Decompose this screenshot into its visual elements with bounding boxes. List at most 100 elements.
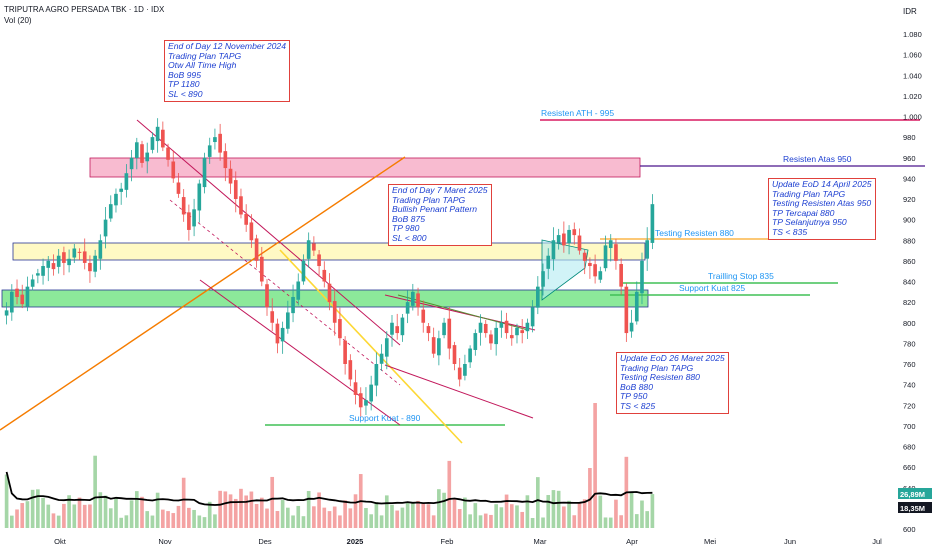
candle-body [535,286,540,308]
currency-label: IDR [903,7,917,16]
volume-bar [239,488,243,528]
candle-body [494,327,498,345]
candle-body [468,348,472,363]
candle-body [447,318,452,349]
volume-bar [56,515,61,528]
price-tick-label: 700 [903,422,916,431]
note-mar-2025: End of Day 7 Maret 2025 Trading Plan TAPG… [388,184,492,246]
downtrend-channel-top [136,119,401,346]
candle-body [72,248,77,258]
time-tick-label: Okt [54,537,67,546]
time-tick-label: Jun [784,537,796,546]
candle-body [416,293,420,308]
volume-bar [30,489,35,528]
candle-body [457,367,462,380]
volume-bar [77,497,82,528]
volume-bar [343,500,347,528]
candle-body [489,334,493,344]
volume-bars [4,403,655,528]
volume-bar [400,507,405,528]
candle-body [437,338,441,356]
volume-last-badge [898,488,932,499]
time-tick-label: Jul [872,537,882,546]
volume-bar [572,515,577,528]
candle-body [244,214,248,225]
volume-bar [88,504,92,528]
candle-body [353,382,358,395]
volume-bar [187,507,191,528]
resistance-zone-pink [89,157,641,178]
candle-body [473,333,478,350]
volume-bar [593,403,597,528]
support-kuat-890-label: Support Kuat - 890 [349,413,421,423]
volume-bar [181,477,186,528]
volume-bar [15,509,19,528]
candle-body [608,240,613,249]
candle-body [223,151,228,169]
chart-title: TRIPUTRA AGRO PERSADA TBK · 1D · IDX [4,5,165,14]
volume-bar [379,515,384,528]
candle-body [343,340,347,364]
time-tick-label: Mar [534,537,547,546]
candle-body [36,273,40,276]
yellow-trend-line [279,249,463,444]
volume-bar [515,505,519,528]
volume-bar [426,504,431,528]
volume-bar [98,492,103,528]
candle-body [15,288,19,297]
candle-body [171,161,176,179]
candle-body [197,183,202,211]
volume-bar [489,514,493,528]
candle-body [499,322,504,328]
price-tick-label: 660 [903,463,916,472]
candle-body [411,291,415,306]
price-tick-label: 920 [903,195,916,204]
candle-body [56,255,61,267]
volume-bar [140,496,144,528]
candle-body [88,262,92,272]
volume-bar [145,511,150,528]
candle-body [624,286,629,334]
volume-bar [202,517,207,528]
volume-bar [437,489,441,528]
price-tick-label: 980 [903,133,916,142]
volume-bar [384,495,389,528]
candle-body [379,353,384,364]
candle-body [384,338,389,357]
price-tick-label: 880 [903,236,916,245]
volume-ma-value: 18,35M [900,504,925,513]
candle-body [41,266,45,276]
candle-body [275,323,280,344]
volume-bar [338,515,342,528]
candle-body [358,393,363,408]
candle-body [280,327,285,342]
price-tick-label: 820 [903,298,916,307]
volume-bar [129,500,134,528]
volume-bar [9,515,14,528]
volume-bar [46,504,51,528]
volume-bar [603,517,608,528]
volume-bar [535,477,540,528]
candle-body [4,310,9,316]
candle-body [520,330,525,334]
volume-bar [504,494,509,528]
candle-body [119,188,124,192]
candle-body [77,251,82,253]
volume-bar [67,495,71,528]
candle-body [30,279,35,287]
pennant-bottom [384,364,534,419]
volume-bar [530,517,535,528]
volume-bar [546,495,551,528]
volume-bar [577,502,582,528]
volume-bar [405,501,410,528]
candle-body [161,129,165,148]
volume-bar [421,503,426,528]
time-tick-label: Apr [626,537,638,546]
volume-bar [134,491,139,528]
volume-bar [36,489,40,528]
volume-bar [317,492,321,528]
time-tick-label: Feb [441,537,454,546]
volume-bar [442,492,446,528]
price-tick-label: 860 [903,257,916,266]
